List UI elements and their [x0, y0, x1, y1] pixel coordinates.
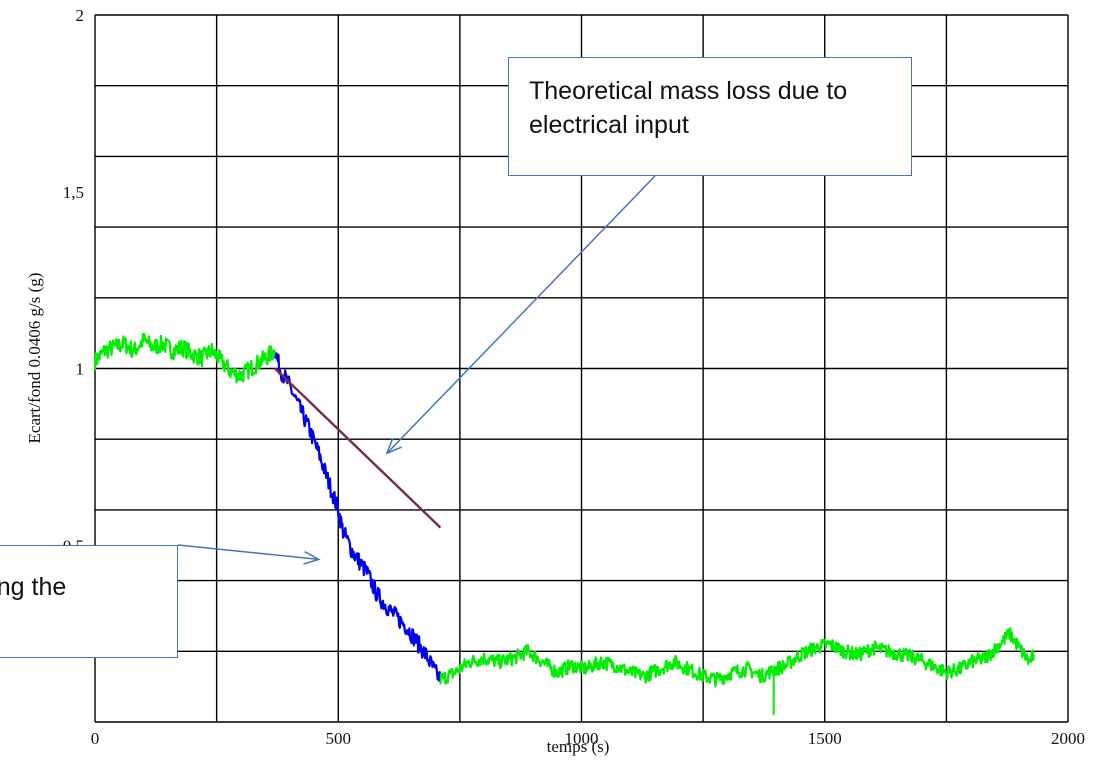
series-line-2: [439, 627, 1035, 688]
x-tick-label: 0: [91, 729, 100, 748]
arrow-measured: [177, 544, 319, 561]
series-line-1: [274, 352, 442, 682]
x-tick-label: 1000: [565, 729, 599, 748]
callout-theoretical-text: Theoretical mass loss due to electrical …: [529, 77, 848, 139]
y-tick-label: 2: [76, 6, 85, 25]
arrow-measured-head: [303, 551, 321, 565]
x-tick-label: 1500: [808, 729, 842, 748]
callout-theoretical-mass-loss: Theoretical mass loss due to electrical …: [508, 57, 912, 176]
series-line-3: [274, 367, 442, 529]
arrow-theoretical-head: [385, 438, 402, 455]
x-tick-label: 2000: [1051, 729, 1085, 748]
y-axis-label: Ecart/fond 0.0406 g/s (g): [25, 273, 44, 444]
arrow-theoretical: [386, 175, 656, 454]
y-tick-label: 1,5: [63, 183, 84, 202]
x-axis-label: temps (s): [547, 737, 610, 756]
annotation-arrows: [177, 175, 656, 565]
series-group: [93, 332, 1035, 715]
x-tick-label: 500: [326, 729, 352, 748]
y-tick-label: 1: [76, 360, 85, 379]
series-line-0: [93, 332, 277, 384]
callout-measured: uring the: [0, 545, 178, 658]
callout-measured-text: uring the: [0, 573, 67, 601]
